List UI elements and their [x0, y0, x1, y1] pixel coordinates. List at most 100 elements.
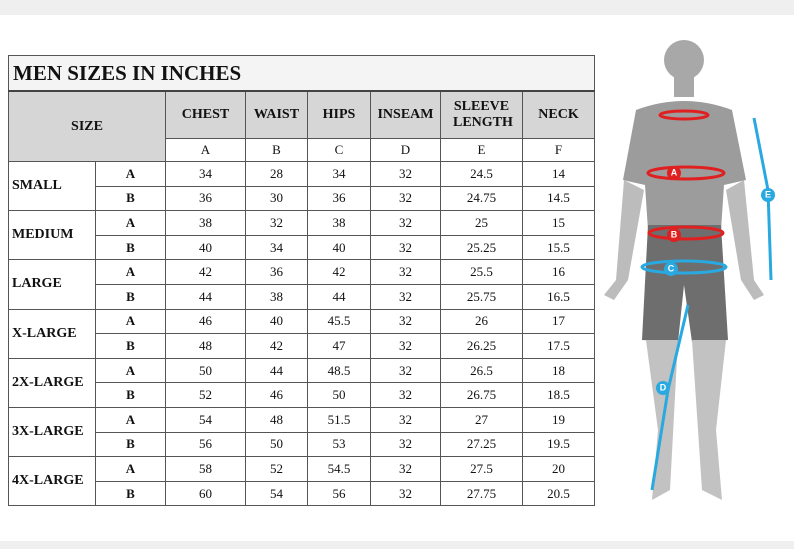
sz: X-LARGE	[8, 308, 96, 359]
val: 51.5	[307, 406, 371, 433]
table-row: B 36 30 36 32 24.75 14.5	[9, 185, 596, 212]
val: 44	[307, 283, 371, 310]
top-band	[0, 0, 794, 15]
val: 50	[165, 357, 246, 384]
table-row: 2X-LARGE A 50 44 48.5 32 26.5 18	[8, 357, 596, 408]
val: 26.25	[440, 333, 523, 359]
val: 32	[370, 406, 441, 433]
val: 56	[165, 431, 246, 458]
bottom-band	[0, 541, 794, 549]
table-row: MEDIUM A 38 32 38 32 25 15	[8, 210, 596, 261]
table-row: SMALL A 34 28 34 32 24.5 14	[8, 160, 596, 212]
val: 47	[307, 333, 371, 359]
val: 25.25	[440, 234, 523, 261]
hd: WAIST	[245, 90, 308, 139]
val: 32	[370, 283, 441, 310]
table-row: LARGE A 42 36 42 32 25.5 16	[8, 259, 596, 310]
figure-label: D	[660, 382, 667, 392]
val: 54.5	[307, 456, 371, 482]
table-row: SIZE CHEST WAIST HIPS INSEAM SLEEVE LENGTH NEC…	[8, 90, 596, 162]
table-row: B 56 50 53 32 27.25 19.5	[9, 431, 596, 458]
val: 24.5	[440, 161, 523, 187]
table-row: B 44 38 44 32 25.75 16.5	[9, 283, 596, 310]
val: 14	[521, 161, 596, 187]
val: 38	[245, 283, 308, 310]
fit: B	[95, 333, 166, 359]
let: E	[440, 138, 523, 162]
val: 17.5	[521, 333, 596, 359]
fit: B	[95, 382, 166, 408]
val: 20	[521, 456, 596, 482]
sz: 2X-LARGE	[8, 357, 96, 408]
fit: A	[95, 406, 166, 433]
val: 34	[245, 234, 308, 261]
val: 32	[370, 161, 441, 187]
val: 26.5	[440, 357, 523, 384]
val: 18	[521, 357, 596, 384]
val: 27.25	[440, 431, 523, 458]
table-row: B 52 46 50 32 26.75 18.5	[9, 382, 596, 408]
fit: A	[95, 456, 166, 482]
hd: SLEEVE LENGTH	[440, 90, 523, 139]
val: 32	[245, 210, 308, 236]
hd: CHEST	[165, 90, 246, 139]
val: 58	[165, 456, 246, 482]
val: 40	[307, 234, 371, 261]
val: 30	[245, 185, 308, 212]
val: 15.5	[521, 234, 596, 261]
fit: B	[95, 480, 166, 507]
fit: A	[95, 259, 166, 285]
val: 42	[245, 333, 308, 359]
figure-label: B	[671, 229, 678, 239]
val: 26	[440, 308, 523, 335]
fit: A	[95, 308, 166, 335]
fit: B	[95, 234, 166, 261]
sz: MEDIUM	[8, 210, 96, 261]
val: 14.5	[521, 185, 596, 212]
table-row: X-LARGE A 46 40 45.5 32 26 17	[8, 308, 596, 359]
val: 24.75	[440, 185, 523, 212]
hd: NECK	[521, 90, 596, 139]
val: 50	[307, 382, 371, 408]
val: 19.5	[521, 431, 596, 458]
val: 20.5	[521, 480, 596, 507]
val: 46	[165, 308, 246, 335]
let: B	[245, 138, 308, 162]
hd: HIPS	[307, 90, 371, 139]
val: 40	[165, 234, 246, 261]
table-row: 3X-LARGE A 54 48 51.5 32 27 19	[8, 406, 596, 458]
val: 32	[370, 382, 441, 408]
val: 26.75	[440, 382, 523, 408]
fit: B	[95, 431, 166, 458]
val: 17	[521, 308, 596, 335]
val: 36	[165, 185, 246, 212]
val: 32	[370, 210, 441, 236]
val: 32	[370, 259, 441, 285]
val: 60	[165, 480, 246, 507]
figure-label: A	[671, 167, 678, 177]
fit: A	[95, 210, 166, 236]
fit: B	[95, 185, 166, 212]
val: 42	[307, 259, 371, 285]
val: 32	[370, 431, 441, 458]
title: MEN SIZES IN INCHES	[7, 55, 596, 92]
val: 16.5	[521, 283, 596, 310]
let: A	[165, 138, 246, 162]
val: 44	[165, 283, 246, 310]
table-row: B 48 42 47 32 26.25 17.5	[9, 333, 596, 359]
val: 32	[370, 456, 441, 482]
val: 38	[165, 210, 246, 236]
sz: 3X-LARGE	[8, 406, 96, 458]
val: 48	[245, 406, 308, 433]
val: 36	[307, 185, 371, 212]
val: 16	[521, 259, 596, 285]
fit: A	[95, 357, 166, 384]
sz: LARGE	[8, 259, 96, 310]
val: 28	[245, 161, 308, 187]
hd: SIZE	[8, 90, 166, 162]
val: 34	[307, 161, 371, 187]
val: 52	[245, 456, 308, 482]
val: 27.5	[440, 456, 523, 482]
